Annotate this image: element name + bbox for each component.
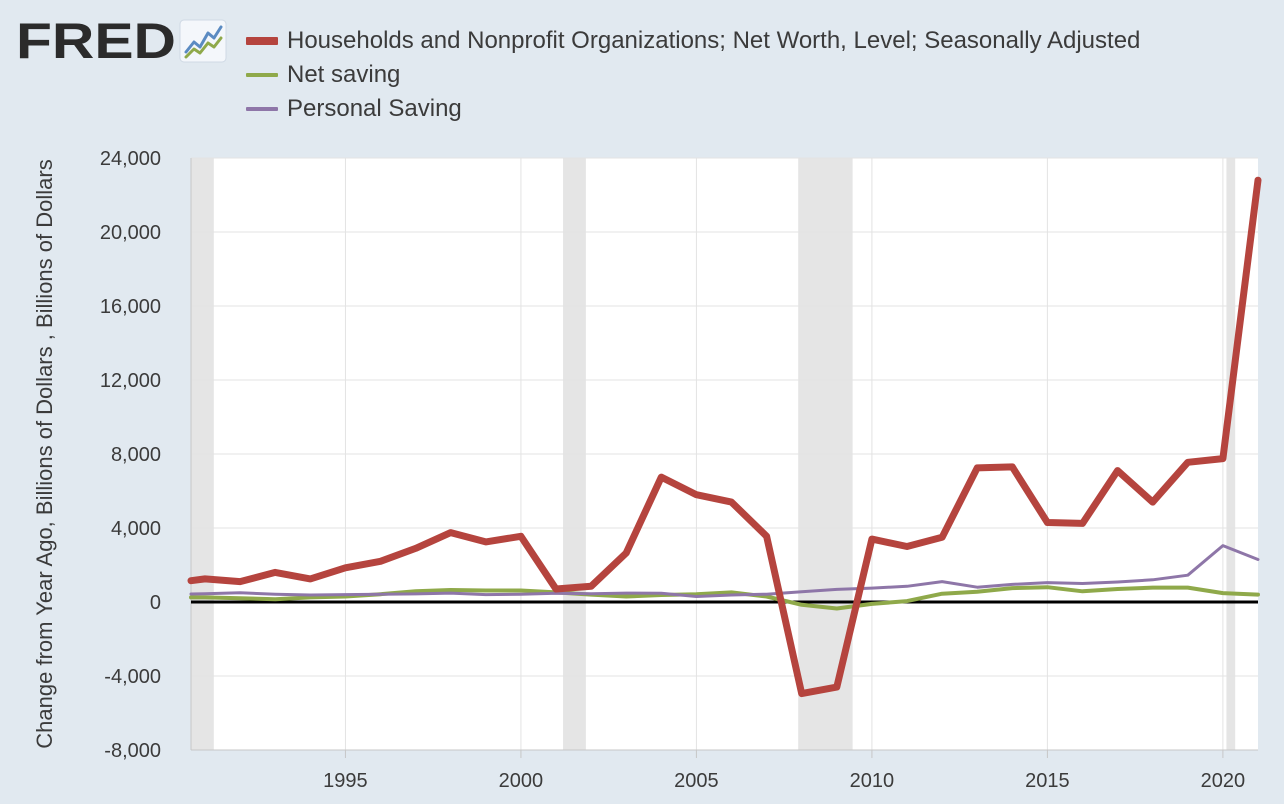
x-axis-ticks: 1995 2000 2005 2010 2015 2020 bbox=[323, 750, 1245, 792]
legend-label-net-worth: Households and Nonprofit Organizations; … bbox=[287, 27, 1141, 54]
legend-label-personal-saving: Personal Saving bbox=[287, 95, 462, 122]
legend-item-net-worth[interactable]: Households and Nonprofit Organizations; … bbox=[246, 24, 1140, 58]
chart-legend: Households and Nonprofit Organizations; … bbox=[246, 24, 1140, 126]
x-tick-label: 2020 bbox=[1201, 770, 1246, 792]
x-tick-label: 2010 bbox=[850, 770, 895, 792]
y-tick-label: 4,000 bbox=[111, 518, 161, 540]
legend-swatch-net-saving bbox=[246, 73, 278, 77]
fred-chart-icon bbox=[179, 19, 227, 63]
fred-logo[interactable]: FRED bbox=[14, 14, 234, 66]
y-tick-label: -8,000 bbox=[104, 740, 161, 762]
series-line-2[interactable] bbox=[189, 544, 1260, 598]
legend-swatch-net-worth bbox=[246, 37, 278, 45]
legend-label-net-saving: Net saving bbox=[287, 61, 401, 88]
legend-swatch-personal-saving bbox=[246, 107, 278, 111]
y-tick-label: 20,000 bbox=[100, 222, 161, 244]
fred-wordmark: FRED bbox=[16, 14, 176, 66]
x-tick-label: 2000 bbox=[499, 770, 544, 792]
y-axis-title-text: Change from Year Ago, Billions of Dollar… bbox=[32, 159, 57, 748]
x-tick-label: 2005 bbox=[674, 770, 719, 792]
x-tick-label: 2015 bbox=[1025, 770, 1070, 792]
series-lines bbox=[187, 176, 1262, 698]
legend-item-personal-saving[interactable]: Personal Saving bbox=[246, 92, 1140, 126]
y-axis-ticks: 24,000 20,000 16,000 12,000 8,000 4,000 0 -4,00… bbox=[100, 148, 161, 762]
y-tick-label: 24,000 bbox=[100, 148, 161, 170]
y-tick-label: -4,000 bbox=[104, 666, 161, 688]
series-line-0[interactable] bbox=[187, 176, 1262, 698]
x-tick-label: 1995 bbox=[323, 770, 368, 792]
y-tick-label: 8,000 bbox=[111, 444, 161, 466]
y-tick-label: 0 bbox=[150, 592, 161, 614]
y-tick-label: 16,000 bbox=[100, 296, 161, 318]
series-line-1[interactable] bbox=[189, 585, 1260, 611]
legend-item-net-saving[interactable]: Net saving bbox=[246, 58, 1140, 92]
y-tick-label: 12,000 bbox=[100, 370, 161, 392]
y-axis-title: Change from Year Ago, Billions of Dollar… bbox=[32, 159, 57, 748]
